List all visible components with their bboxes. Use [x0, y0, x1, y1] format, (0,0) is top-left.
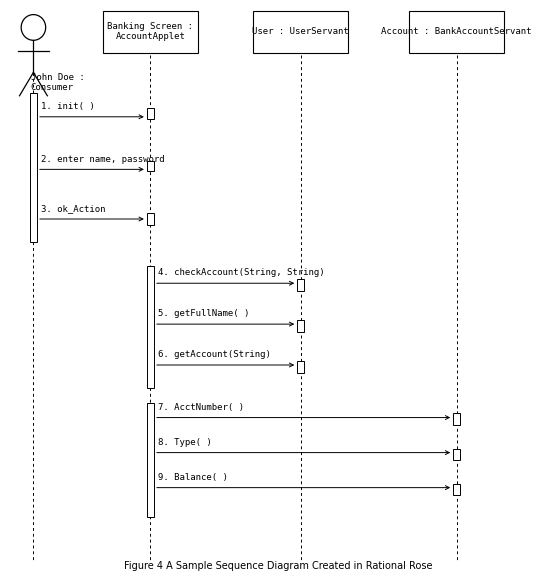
Text: User : UserServant: User : UserServant — [252, 27, 349, 36]
Text: Figure 4 A Sample Sequence Diagram Created in Rational Rose: Figure 4 A Sample Sequence Diagram Creat… — [124, 561, 433, 571]
Text: 9. Balance( ): 9. Balance( ) — [159, 473, 228, 482]
Text: 7. AcctNumber( ): 7. AcctNumber( ) — [159, 403, 245, 412]
Bar — [297, 361, 305, 373]
Text: Banking Screen :
AccountApplet: Banking Screen : AccountApplet — [108, 22, 193, 41]
Text: John Doe :
Consumer: John Doe : Consumer — [31, 73, 84, 92]
Bar — [453, 449, 460, 460]
Bar — [147, 213, 154, 225]
Bar — [147, 266, 154, 388]
Text: 6. getAccount(String): 6. getAccount(String) — [159, 350, 271, 359]
Bar — [147, 161, 154, 171]
Bar — [297, 320, 305, 332]
Bar — [30, 93, 37, 242]
Bar — [297, 279, 305, 291]
Text: Account : BankAccountServant: Account : BankAccountServant — [382, 27, 532, 36]
Bar — [453, 484, 460, 495]
Bar — [409, 11, 504, 53]
Text: 2. enter name, password: 2. enter name, password — [42, 155, 165, 164]
Bar — [147, 108, 154, 119]
Text: 4. checkAccount(String, String): 4. checkAccount(String, String) — [159, 269, 325, 277]
Bar — [147, 403, 154, 517]
Text: 8. Type( ): 8. Type( ) — [159, 438, 212, 447]
Text: 3. ok_Action: 3. ok_Action — [42, 204, 106, 213]
Bar — [453, 413, 460, 425]
Bar — [253, 11, 348, 53]
Text: 1. init( ): 1. init( ) — [42, 102, 95, 111]
Bar — [103, 11, 198, 53]
Text: 5. getFullName( ): 5. getFullName( ) — [159, 310, 250, 318]
